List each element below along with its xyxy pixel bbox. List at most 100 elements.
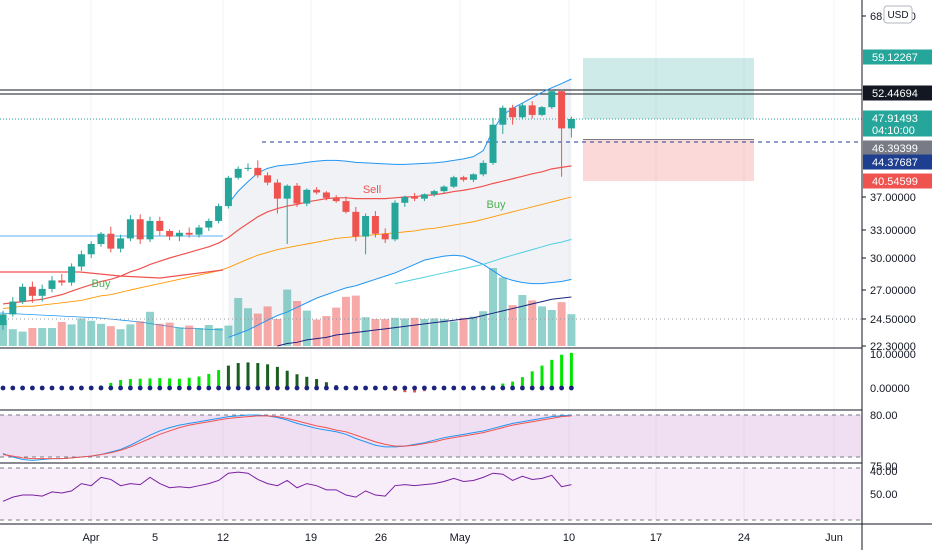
zero-dot (127, 385, 133, 391)
histogram-bar (295, 374, 299, 388)
time-tick-label: 26 (375, 532, 387, 544)
zero-dot (363, 385, 368, 391)
histogram-bar (158, 378, 162, 388)
histogram-bar (530, 371, 534, 388)
macd-pane[interactable] (0, 352, 862, 411)
candle-body (77, 254, 85, 267)
volume-bar (400, 318, 409, 346)
currency-button[interactable]: USD (883, 5, 913, 24)
volume-bar (391, 317, 399, 346)
zero-dot (49, 385, 55, 391)
zero-dot (235, 385, 241, 391)
candle (528, 101, 536, 119)
zero-dot (314, 385, 319, 391)
volume-bar (449, 321, 458, 346)
candle (205, 218, 213, 231)
volume-bar (18, 331, 27, 346)
candle (303, 188, 311, 207)
candle-body (215, 206, 223, 221)
zero-dot (20, 385, 25, 391)
volume-bar (67, 324, 76, 346)
stoch-tick-label: 40.00 (870, 466, 898, 478)
histogram-bar (217, 370, 221, 388)
volume-bar (77, 318, 86, 346)
histogram-bar (109, 382, 113, 388)
zero-dot (39, 385, 45, 391)
candle (126, 215, 134, 242)
candle (97, 231, 105, 247)
candle-body (430, 191, 438, 195)
stoch-tick-label: 80.00 (870, 410, 898, 422)
zero-dot (255, 385, 261, 391)
volume-bar (136, 321, 145, 346)
candle-body (195, 227, 203, 235)
candle (215, 203, 223, 224)
histogram-bar (315, 379, 319, 388)
candle (411, 192, 419, 202)
candle-body (450, 177, 458, 187)
rsi-pane[interactable] (0, 467, 932, 525)
price-tag-countdown: 04:10:00 (872, 125, 915, 137)
volume-bar (508, 305, 517, 346)
price-tag-box (863, 110, 932, 137)
candle (244, 163, 252, 172)
candle-body (509, 107, 517, 118)
currency-button-label: USD (887, 10, 908, 21)
zero-dot (373, 385, 378, 391)
candle-body (68, 266, 76, 283)
zero-dot (30, 385, 35, 391)
histogram-bar (285, 370, 289, 388)
signal-label: Buy (487, 199, 506, 211)
zero-dot (304, 385, 310, 391)
candle (28, 281, 36, 303)
volume-bar (459, 317, 468, 346)
ma-orange-line (2, 196, 572, 310)
candle-body (479, 162, 487, 175)
zero-dot (88, 385, 94, 391)
histogram-bar (305, 376, 309, 388)
zero-dot (441, 385, 447, 391)
stochastic-pane[interactable] (0, 414, 862, 464)
price-axis[interactable]: 68.0000037.0000033.0000030.0000027.00000… (861, 0, 932, 550)
candle-body (548, 91, 556, 108)
candle (518, 103, 526, 120)
candle (352, 206, 360, 242)
candle (195, 225, 203, 238)
zero-dot (59, 385, 65, 391)
zero-dot (353, 385, 359, 391)
candle (136, 214, 144, 244)
candle (58, 274, 66, 286)
price-tag-value: 40.54599 (872, 176, 918, 188)
candle (175, 230, 183, 242)
price-pane[interactable]: Buy Sell Buy (0, 57, 862, 349)
zero-dot (490, 385, 496, 391)
candle (538, 105, 546, 117)
zero-dot (226, 385, 231, 391)
volume-bar (8, 329, 17, 346)
volume-bar (528, 300, 537, 346)
zero-dot (500, 385, 506, 391)
candle-body (303, 189, 311, 204)
volume-bar (224, 325, 233, 346)
candle-body (322, 192, 330, 198)
zero-dot (471, 385, 476, 391)
zero-dot (0, 385, 6, 391)
candle-body (460, 177, 468, 180)
volume-bar (557, 302, 566, 346)
histogram-bar (256, 363, 260, 388)
volume-bar (214, 328, 223, 346)
volume-bar (381, 319, 390, 346)
candle-body (283, 185, 291, 199)
volume-bar (48, 328, 56, 346)
volume-bar (342, 296, 350, 346)
candle-body (489, 124, 497, 163)
candle-body (126, 219, 134, 239)
volume-bar (185, 325, 194, 346)
candle-body (19, 286, 27, 302)
zero-dot (451, 385, 457, 391)
candle-body (117, 238, 125, 249)
time-axis[interactable]: Apr 5 12 19 26 May 10 17 24 Jun (82, 532, 842, 544)
stoch-band (0, 415, 862, 457)
candle-body (342, 201, 350, 212)
candle (479, 160, 487, 177)
